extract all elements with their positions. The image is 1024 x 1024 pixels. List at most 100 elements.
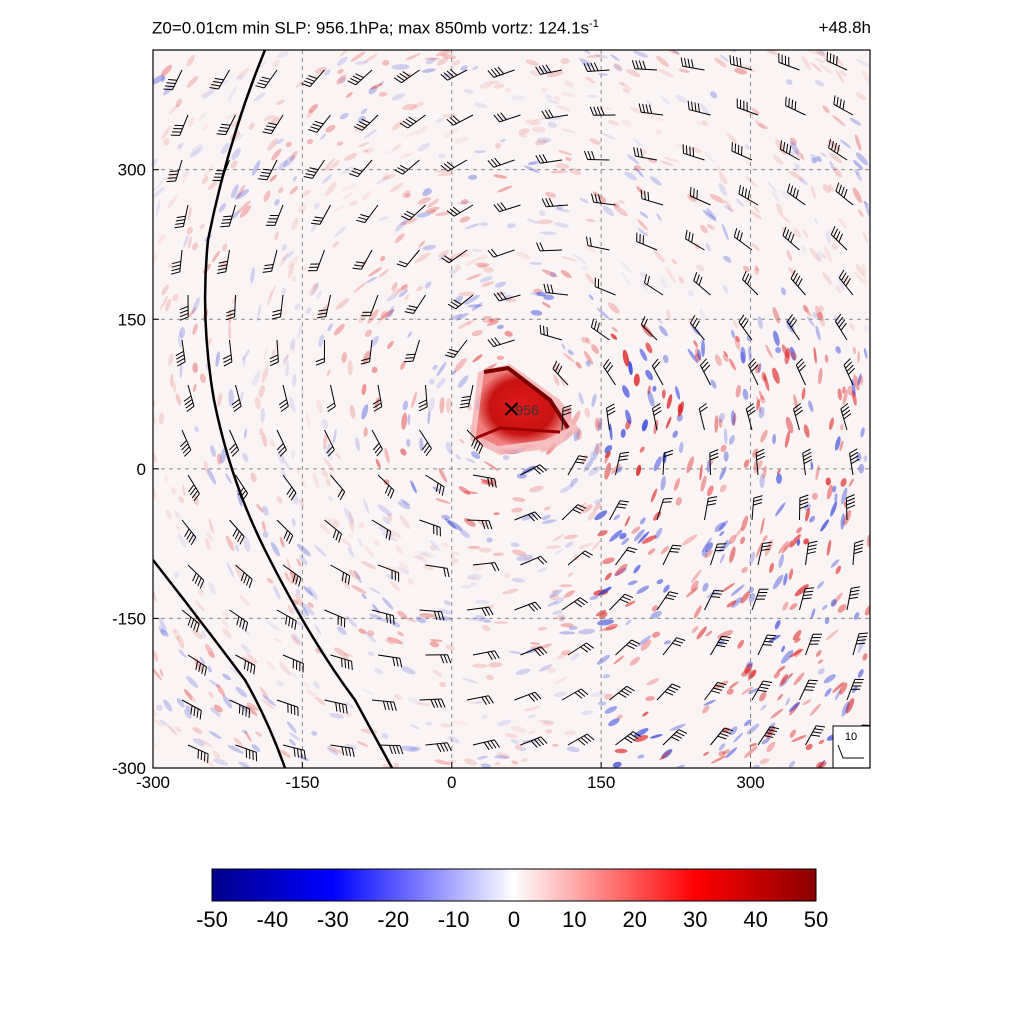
positive-vorticity-streak	[324, 516, 335, 526]
positive-vorticity-streak	[360, 561, 377, 570]
negative-vorticity-streak	[226, 562, 235, 578]
positive-vorticity-streak	[514, 744, 523, 750]
positive-vorticity-streak	[826, 539, 832, 556]
positive-vorticity-streak	[714, 354, 722, 367]
negative-vorticity-streak	[725, 747, 738, 758]
positive-vorticity-streak	[839, 440, 844, 452]
wind-barb	[567, 733, 595, 746]
negative-vorticity-streak	[467, 573, 482, 580]
negative-vorticity-streak	[613, 64, 623, 72]
negative-vorticity-streak	[276, 138, 284, 145]
negative-vorticity-streak	[321, 419, 328, 430]
positive-vorticity-streak	[822, 272, 833, 285]
negative-vorticity-streak	[407, 413, 411, 425]
negative-vorticity-streak	[855, 59, 870, 68]
negative-vorticity-streak	[809, 153, 821, 163]
negative-vorticity-streak	[581, 265, 589, 272]
wind-barb	[704, 589, 724, 611]
positive-vorticity-streak	[542, 721, 555, 726]
wind-barb	[541, 197, 569, 208]
wind-barb	[541, 109, 569, 119]
negative-vorticity-streak	[824, 688, 832, 697]
negative-vorticity-streak	[384, 150, 394, 155]
negative-vorticity-streak	[857, 373, 862, 386]
positive-vorticity-streak	[199, 223, 205, 229]
wind-barb	[493, 112, 521, 123]
negative-vorticity-streak	[649, 734, 663, 739]
negative-vorticity-streak	[752, 764, 760, 768]
positive-vorticity-streak	[624, 600, 636, 607]
negative-vorticity-streak	[277, 160, 288, 171]
wind-barb	[584, 150, 610, 161]
positive-vorticity-streak	[459, 438, 465, 444]
wind-barb	[361, 294, 379, 317]
positive-vorticity-streak	[301, 266, 309, 272]
negative-vorticity-streak	[636, 585, 650, 594]
positive-vorticity-streak	[404, 294, 410, 301]
negative-vorticity-streak	[209, 707, 221, 717]
positive-vorticity-streak	[314, 696, 326, 706]
negative-vorticity-streak	[639, 211, 649, 219]
positive-vorticity-streak	[700, 475, 707, 492]
wind-barb	[278, 384, 289, 412]
negative-vorticity-streak	[397, 501, 411, 510]
wind-barb	[229, 609, 249, 632]
positive-vorticity-streak	[618, 200, 626, 204]
positive-vorticity-streak	[686, 456, 695, 474]
negative-vorticity-streak	[292, 518, 296, 527]
positive-vorticity-streak	[348, 511, 355, 528]
positive-vorticity-streak	[486, 674, 494, 681]
positive-vorticity-streak	[629, 656, 640, 666]
negative-vorticity-streak	[659, 325, 668, 337]
negative-vorticity-streak	[183, 235, 189, 248]
negative-vorticity-streak	[719, 54, 729, 62]
negative-vorticity-streak	[541, 514, 551, 521]
positive-vorticity-streak	[414, 252, 431, 263]
negative-vorticity-streak	[178, 648, 187, 658]
negative-vorticity-streak	[177, 331, 183, 348]
negative-vorticity-streak	[812, 311, 819, 319]
negative-vorticity-streak	[506, 223, 516, 229]
negative-vorticity-streak	[230, 210, 240, 221]
negative-vorticity-streak	[856, 452, 862, 462]
wind-barb	[330, 744, 355, 758]
wind-barb	[179, 429, 192, 457]
negative-vorticity-streak	[382, 597, 394, 610]
positive-vorticity-streak	[493, 512, 500, 516]
positive-vorticity-streak	[482, 315, 492, 319]
positive-vorticity-streak	[336, 74, 347, 85]
negative-vorticity-streak	[481, 714, 488, 720]
wind-barb	[778, 53, 800, 71]
positive-vorticity-streak	[208, 691, 214, 699]
colorbar-tick-label: -40	[257, 907, 289, 932]
positive-vorticity-streak	[752, 448, 759, 458]
wind-barb	[757, 541, 772, 566]
wind-barb	[790, 270, 806, 296]
positive-vorticity-streak	[216, 683, 226, 697]
negative-vorticity-streak	[227, 745, 244, 754]
wind-barb	[371, 699, 397, 711]
positive-vorticity-streak	[208, 518, 214, 534]
wind-barb	[731, 142, 753, 161]
negative-vorticity-streak	[299, 555, 308, 566]
positive-vorticity-streak	[788, 170, 804, 181]
negative-vorticity-streak	[321, 174, 333, 184]
negative-vorticity-streak	[731, 329, 735, 339]
positive-vorticity-streak	[831, 53, 844, 67]
positive-vorticity-streak	[552, 743, 559, 747]
wind-barb	[396, 249, 420, 268]
positive-vorticity-streak	[250, 472, 257, 483]
negative-vorticity-streak	[407, 331, 413, 338]
negative-vorticity-streak	[785, 697, 791, 706]
negative-vorticity-streak	[445, 441, 453, 454]
negative-vorticity-streak	[376, 177, 390, 184]
negative-vorticity-streak	[548, 589, 563, 598]
positive-vorticity-streak	[613, 205, 628, 217]
positive-vorticity-streak	[337, 68, 344, 74]
negative-vorticity-streak	[775, 347, 782, 354]
positive-vorticity-streak	[383, 479, 390, 486]
wind-barb	[689, 186, 711, 206]
negative-vorticity-streak	[614, 567, 627, 576]
wind-barb	[843, 358, 856, 386]
